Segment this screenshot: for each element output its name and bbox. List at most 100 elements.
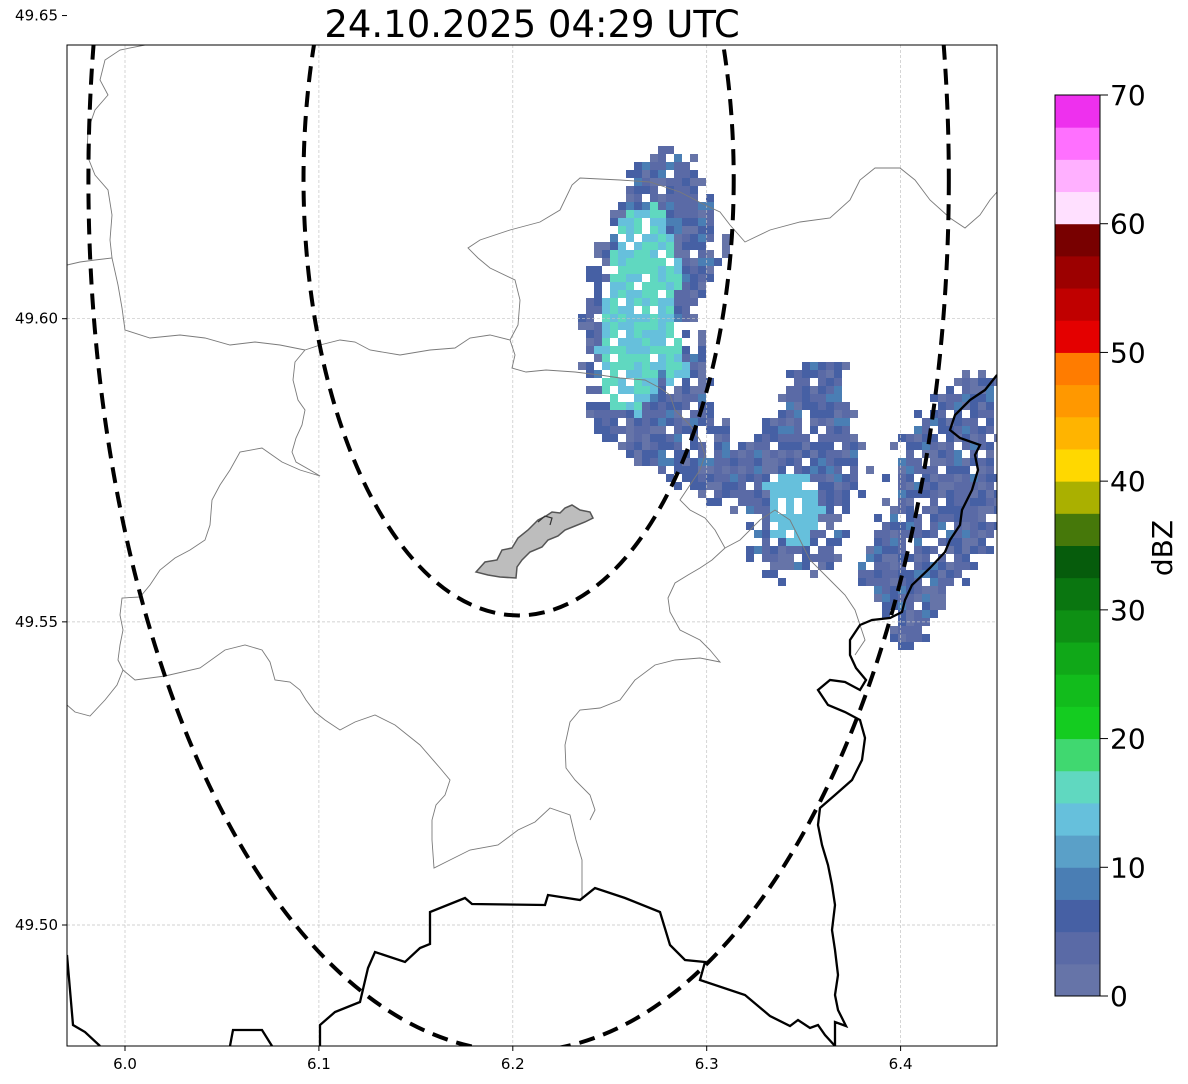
radar-echo-cell [842, 530, 850, 538]
radar-echo-cell [946, 466, 954, 474]
radar-echo-cell [890, 538, 898, 546]
radar-echo-cell [714, 466, 722, 474]
radar-echo-cell [650, 418, 658, 426]
radar-echo-cell [810, 418, 818, 426]
radar-echo-cell [634, 274, 642, 282]
radar-echo-cell [706, 194, 714, 202]
radar-echo-cell [634, 162, 642, 170]
radar-echo-cell [666, 362, 674, 370]
radar-echo-cell [922, 546, 930, 554]
radar-echo-cell [922, 506, 930, 514]
colorbar-cell [1055, 288, 1100, 321]
radar-echo-cell [810, 362, 818, 370]
radar-echo-cell [618, 402, 626, 410]
radar-echo-cell [810, 394, 818, 402]
radar-echo-cell [594, 418, 602, 426]
radar-echo-cell [930, 418, 938, 426]
radar-echo-cell [962, 394, 970, 402]
radar-echo-cell [922, 482, 930, 490]
radar-echo-cell [746, 466, 754, 474]
radar-echo-cell [658, 394, 666, 402]
radar-echo-cell [954, 418, 962, 426]
radar-echo-cell [810, 402, 818, 410]
radar-echo-cell [634, 330, 642, 338]
radar-echo-cell [778, 410, 786, 418]
radar-echo-cell [834, 370, 842, 378]
radar-echo-cell [810, 490, 818, 498]
radar-echo-cell [770, 426, 778, 434]
radar-echo-cell [610, 402, 618, 410]
radar-echo-cell [882, 578, 890, 586]
radar-echo-cell [626, 218, 634, 226]
radar-echo-cell [794, 546, 802, 554]
radar-echo-cell [962, 538, 970, 546]
radar-echo-cell [690, 482, 698, 490]
radar-echo-cell [754, 506, 762, 514]
radar-echo-cell [962, 474, 970, 482]
radar-echo-cell [970, 450, 978, 458]
radar-echo-cell [882, 530, 890, 538]
radar-echo-cell [890, 514, 898, 522]
radar-echo-cell [986, 530, 994, 538]
radar-echo-cell [706, 474, 714, 482]
radar-echo-cell [626, 354, 634, 362]
radar-echo-cell [642, 322, 650, 330]
radar-echo-cell [626, 250, 634, 258]
radar-echo-cell [842, 450, 850, 458]
radar-echo-cell [930, 466, 938, 474]
radar-echo-cell [650, 274, 658, 282]
radar-echo-cell [794, 386, 802, 394]
radar-echo-cell [746, 458, 754, 466]
radar-echo-cell [610, 434, 618, 442]
radar-echo-cell [834, 418, 842, 426]
radar-echo-cell [826, 498, 834, 506]
colorbar-cell [1055, 513, 1100, 546]
radar-echo-cell [706, 426, 714, 434]
radar-echo-cell [698, 394, 706, 402]
radar-echo-cell [954, 466, 962, 474]
radar-echo-cell [634, 210, 642, 218]
radar-echo-cell [930, 450, 938, 458]
radar-echo-cell [626, 370, 634, 378]
radar-echo-cell [978, 394, 986, 402]
radar-echo-cell [786, 562, 794, 570]
radar-echo-cell [810, 450, 818, 458]
radar-echo-cell [986, 522, 994, 530]
radar-echo-cell [946, 418, 954, 426]
colorbar-frame [1054, 94, 1101, 997]
radar-echo-cell [746, 506, 754, 514]
radar-echo-cell [810, 522, 818, 530]
radar-echo-cell [642, 162, 650, 170]
radar-echo-cell [642, 442, 650, 450]
radar-echo-cell [842, 498, 850, 506]
radar-echo-cell [810, 386, 818, 394]
radar-echo-cell [978, 546, 986, 554]
radar-echo-cell [866, 546, 874, 554]
radar-echo-cell [962, 386, 970, 394]
radar-echo-cell [650, 242, 658, 250]
radar-echo-cell [610, 282, 618, 290]
radar-echo-cell [818, 482, 826, 490]
radar-echo-cell [930, 530, 938, 538]
radar-echo-cell [698, 362, 706, 370]
radar-echo-cell [898, 562, 906, 570]
colorbar-cell [1055, 481, 1100, 514]
radar-echo-cell [650, 282, 658, 290]
radar-echo-cell [938, 490, 946, 498]
radar-echo-cell [594, 250, 602, 258]
radar-echo-cell [602, 314, 610, 322]
radar-echo-cell [962, 458, 970, 466]
radar-echo-cell [826, 554, 834, 562]
radar-echo-cell [994, 498, 997, 506]
radar-echo-cell [794, 434, 802, 442]
radar-echo-cell [642, 282, 650, 290]
radar-echo-cell [658, 418, 666, 426]
radar-echo-cell [610, 298, 618, 306]
radar-echo-cell [818, 386, 826, 394]
radar-echo-cell [690, 194, 698, 202]
radar-echo-cell [658, 434, 666, 442]
radar-echo-cell [650, 394, 658, 402]
radar-echo-cell [898, 634, 906, 642]
radar-echo-cell [746, 546, 754, 554]
radar-echo-cell [658, 170, 666, 178]
